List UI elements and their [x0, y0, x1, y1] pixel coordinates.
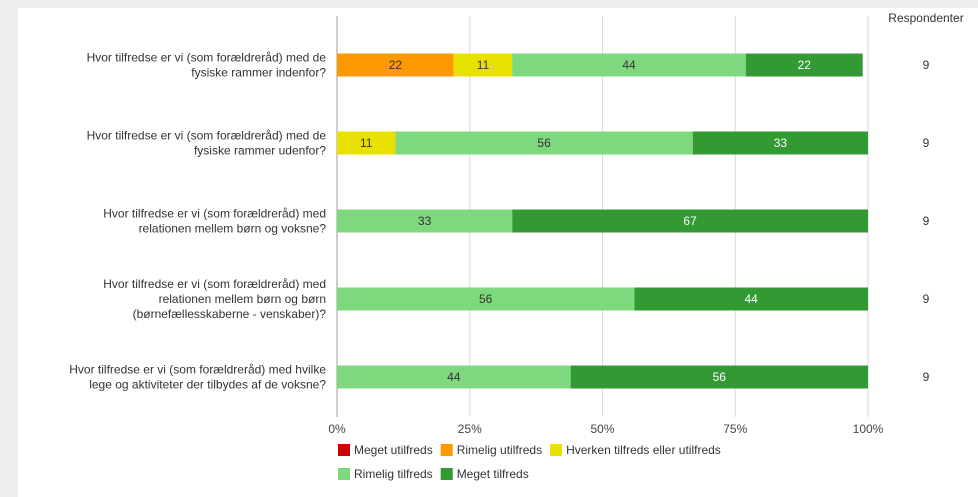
bar-segment — [337, 365, 571, 389]
legend-label: Meget tilfreds — [457, 467, 529, 481]
respondent-count: 9 — [923, 214, 930, 228]
data-label: 33 — [418, 214, 432, 228]
legend-label: Meget utilfreds — [354, 443, 433, 457]
bar-segment — [570, 365, 868, 389]
legend-swatch — [440, 468, 453, 480]
data-label: 56 — [537, 136, 551, 150]
legend-label: Rimelig utilfreds — [457, 443, 542, 457]
respondents-header: Respondenter — [888, 11, 963, 25]
bar-segment — [453, 53, 513, 77]
data-label: 22 — [798, 58, 812, 72]
x-tick-label: 0% — [328, 422, 346, 436]
respondent-count: 9 — [923, 136, 930, 150]
bar-segment — [337, 131, 396, 155]
x-tick-label: 75% — [723, 422, 747, 436]
legend-swatch — [338, 468, 350, 480]
category-label: Hvor tilfredse er vi (som forældreråd) m… — [103, 207, 326, 236]
data-label: 22 — [389, 58, 403, 72]
chart-card: 0% 25% 50% 75% 100% 22 11 44 22 Hvor tilfredse er… — [18, 8, 978, 497]
data-label: 11 — [360, 136, 373, 150]
respondent-count: 9 — [923, 370, 930, 384]
data-label: 44 — [745, 292, 759, 306]
legend-label: Hverken tilfreds eller utilfreds — [566, 443, 721, 457]
data-label: 11 — [477, 58, 490, 72]
bar-segment — [337, 287, 635, 311]
stacked-bar-chart: 0% 25% 50% 75% 100% 22 11 44 22 Hvor tilfredse er… — [69, 11, 963, 481]
legend-label: Rimelig tilfreds — [354, 467, 433, 481]
bar-segment — [512, 209, 868, 233]
data-label: 44 — [447, 370, 461, 384]
category-label: Hvor tilfredse er vi (som forældreråd) m… — [87, 129, 327, 158]
legend-swatch — [550, 444, 563, 456]
category-label: Hvor tilfredse er vi (som forældreråd) m… — [87, 51, 327, 80]
respondent-count: 9 — [923, 292, 930, 306]
data-label: 33 — [774, 136, 788, 150]
bar-segment — [395, 131, 693, 155]
legend-swatch — [440, 444, 453, 456]
bar-segment — [692, 131, 868, 155]
bar-segment — [337, 53, 454, 77]
bar-segment — [634, 287, 868, 311]
x-tick-label: 100% — [853, 422, 884, 436]
data-label: 56 — [713, 370, 727, 384]
bar-segment — [337, 209, 513, 233]
category-label: Hvor tilfredse er vi (som forældreråd) m… — [103, 277, 326, 321]
respondent-count: 9 — [923, 58, 930, 72]
bar-segment — [745, 53, 863, 77]
data-label: 56 — [479, 292, 493, 306]
data-label: 67 — [683, 214, 697, 228]
x-tick-label: 25% — [458, 422, 482, 436]
category-label: Hvor tilfredse er vi (som forældreråd) m… — [69, 363, 326, 392]
data-label: 44 — [622, 58, 636, 72]
bar-segment — [512, 53, 746, 77]
x-tick-label: 50% — [590, 422, 614, 436]
legend-swatch — [338, 444, 350, 456]
